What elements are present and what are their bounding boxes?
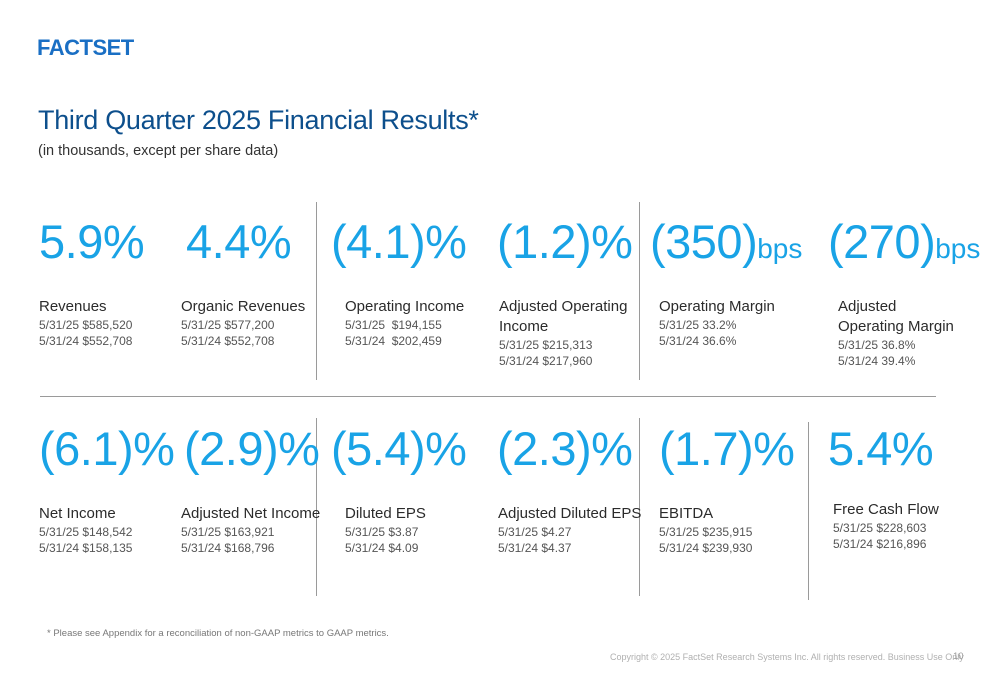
metric-value: (1.7)%: [659, 422, 795, 475]
metric-value: (2.9)%: [184, 422, 320, 475]
metric-current: 5/31/25 $235,915: [659, 525, 753, 539]
metric-value: 4.4%: [186, 215, 292, 268]
page-title: Third Quarter 2025 Financial Results*: [38, 105, 479, 135]
metric-prior: 5/31/24 $552,708: [39, 334, 133, 348]
page-number: 10: [953, 651, 964, 662]
metric-value: 5.9%: [39, 215, 145, 268]
metric-value: (1.2)%: [497, 215, 633, 268]
metric-current: 5/31/25 33.2%: [659, 318, 737, 332]
metric-current: 5/31/25 $577,200: [181, 318, 275, 332]
metric-label: Organic Revenues: [181, 298, 306, 315]
metric-current: 5/31/25 36.8%: [838, 338, 916, 352]
metric-diluted-eps: (5.4)% Diluted EPS 5/31/25 $3.87 5/31/24…: [331, 422, 467, 556]
metric-prior: 5/31/24 $202,459: [345, 334, 442, 348]
metric-label: Operating Income: [345, 298, 465, 315]
divider-top-1: [316, 202, 317, 380]
metric-revenues: 5.9% Revenues 5/31/25 $585,520 5/31/24 $…: [39, 215, 145, 349]
metric-prior: 5/31/24 $552,708: [181, 334, 275, 348]
metric-prior: 5/31/24 $4.37: [498, 541, 572, 555]
metric-operating-income: (4.1)% Operating Income 5/31/25 $194,155…: [331, 215, 467, 349]
metric-label: Adjusted Diluted EPS: [498, 505, 642, 522]
metric-current: 5/31/25 $215,313: [499, 338, 593, 352]
metric-operating-margin: (350)bps Operating Margin 5/31/25 33.2% …: [650, 216, 802, 349]
metric-ebitda: (1.7)% EBITDA 5/31/25 $235,915 5/31/24 $…: [659, 422, 795, 556]
metric-value: (270)bps: [828, 215, 981, 268]
metric-value: (6.1)%: [39, 422, 175, 475]
metric-prior: 5/31/24 $217,960: [499, 354, 593, 368]
metric-adjusted-net-income: (2.9)% Adjusted Net Income 5/31/25 $163,…: [181, 422, 321, 556]
metric-prior: 5/31/24 $216,896: [833, 537, 927, 551]
divider-top-2: [639, 202, 640, 380]
metric-current: 5/31/25 $3.87: [345, 525, 419, 539]
metric-prior: 5/31/24 $239,930: [659, 541, 753, 555]
metric-current: 5/31/25 $228,603: [833, 521, 927, 535]
divider-bottom-1: [316, 418, 317, 596]
metric-value: (2.3)%: [497, 422, 633, 475]
metric-prior: 5/31/24 39.4%: [838, 354, 916, 368]
metric-label: Revenues: [39, 298, 107, 315]
divider-bottom-2: [639, 418, 640, 596]
metric-label: Adjusted Operating Margin: [838, 298, 954, 335]
metric-label: Adjusted Net Income: [181, 505, 321, 522]
metric-adjusted-operating-margin: (270)bps Adjusted Operating Margin 5/31/…: [828, 215, 981, 369]
section-divider: [40, 396, 936, 397]
metric-adjusted-diluted-eps: (2.3)% Adjusted Diluted EPS 5/31/25 $4.2…: [497, 423, 641, 556]
factset-logo: FACTSET: [37, 35, 134, 60]
page-subtitle: (in thousands, except per share data): [38, 143, 279, 159]
metric-label: Free Cash Flow: [833, 501, 939, 518]
metric-current: 5/31/25 $4.27: [498, 525, 572, 539]
metric-prior: 5/31/24 36.6%: [659, 334, 737, 348]
metric-prior: 5/31/24 $168,796: [181, 541, 275, 555]
metric-label: Diluted EPS: [345, 505, 426, 522]
metric-current: 5/31/25 $163,921: [181, 525, 275, 539]
metric-value: 5.4%: [828, 422, 934, 475]
metric-prior: 5/31/24 $4.09: [345, 541, 419, 555]
metric-adjusted-operating-income: (1.2)% Adjusted Operating Income 5/31/25…: [497, 215, 633, 369]
metric-current: 5/31/25 $585,520: [39, 318, 133, 332]
metric-organic-revenues: 4.4% Organic Revenues 5/31/25 $577,200 5…: [181, 215, 305, 349]
metric-net-income: (6.1)% Net Income 5/31/25 $148,542 5/31/…: [39, 422, 175, 556]
copyright: Copyright © 2025 FactSet Research System…: [610, 652, 964, 662]
metric-current: 5/31/25 $148,542: [39, 525, 133, 539]
metric-label: Adjusted Operating Income: [499, 298, 628, 335]
footnote: * Please see Appendix for a reconciliati…: [47, 628, 389, 639]
metric-current: 5/31/25 $194,155: [345, 318, 442, 332]
divider-bottom-3: [808, 422, 809, 600]
metric-free-cash-flow: 5.4% Free Cash Flow 5/31/25 $228,603 5/3…: [828, 423, 939, 552]
metric-label: Operating Margin: [659, 298, 775, 315]
metric-label: Net Income: [39, 505, 116, 522]
metric-prior: 5/31/24 $158,135: [39, 541, 133, 555]
metric-value: (4.1)%: [331, 215, 467, 268]
metric-value: (350)bps: [650, 215, 803, 268]
metric-label: EBITDA: [659, 505, 714, 522]
metric-value: (5.4)%: [331, 422, 467, 475]
